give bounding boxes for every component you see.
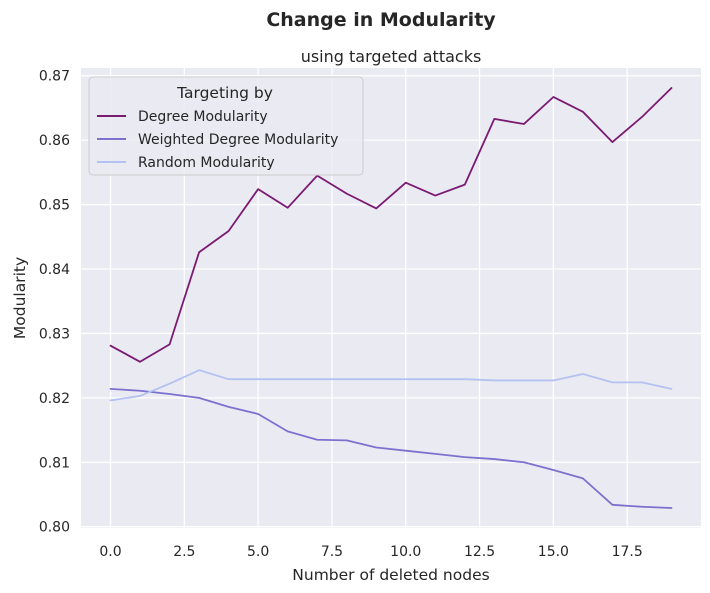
y-tick-labels: 0.80 0.81 0.82 0.83 0.84 0.85 0.86 0.87 (39, 69, 70, 536)
legend-label: Random Modularity (138, 155, 275, 171)
legend-label: Degree Modularity (138, 109, 268, 125)
y-tick-label: 0.86 (39, 133, 70, 149)
chart-title: Change in Modularity (266, 9, 496, 31)
x-tick-label: 5.0 (247, 544, 269, 560)
x-tick-label: 10.0 (390, 544, 421, 560)
legend-label: Weighted Degree Modularity (138, 132, 338, 148)
y-axis-label: Modularity (11, 257, 29, 339)
y-tick-label: 0.83 (39, 326, 70, 342)
y-tick-label: 0.85 (39, 198, 70, 214)
legend: Targeting by Degree Modularity Weighted D… (88, 76, 364, 176)
legend-title: Targeting by (176, 84, 273, 102)
x-tick-label: 0.0 (99, 544, 121, 560)
x-tick-label: 17.5 (612, 544, 643, 560)
legend-box (88, 76, 364, 176)
x-axis-label: Number of deleted nodes (292, 566, 489, 584)
x-tick-labels: 0.0 2.5 5.0 7.5 10.0 12.5 15.0 17.5 (99, 544, 642, 560)
x-tick-label: 15.0 (538, 544, 569, 560)
y-tick-label: 0.84 (39, 262, 70, 278)
x-tick-label: 2.5 (173, 544, 195, 560)
series-line-2 (109, 387, 673, 509)
chart-subtitle: using targeted attacks (301, 47, 482, 66)
y-tick-label: 0.87 (39, 69, 70, 85)
series-lines (109, 87, 673, 509)
x-tick-label: 12.5 (464, 544, 495, 560)
series-line-1 (109, 87, 673, 363)
y-tick-label: 0.82 (39, 391, 70, 407)
legend-entries: Degree Modularity Weighted Degree Modular… (97, 109, 338, 171)
y-tick-label: 0.80 (39, 520, 70, 536)
y-tick-label: 0.81 (39, 455, 70, 471)
series-line-3 (109, 369, 673, 402)
x-tick-label: 7.5 (321, 544, 343, 560)
